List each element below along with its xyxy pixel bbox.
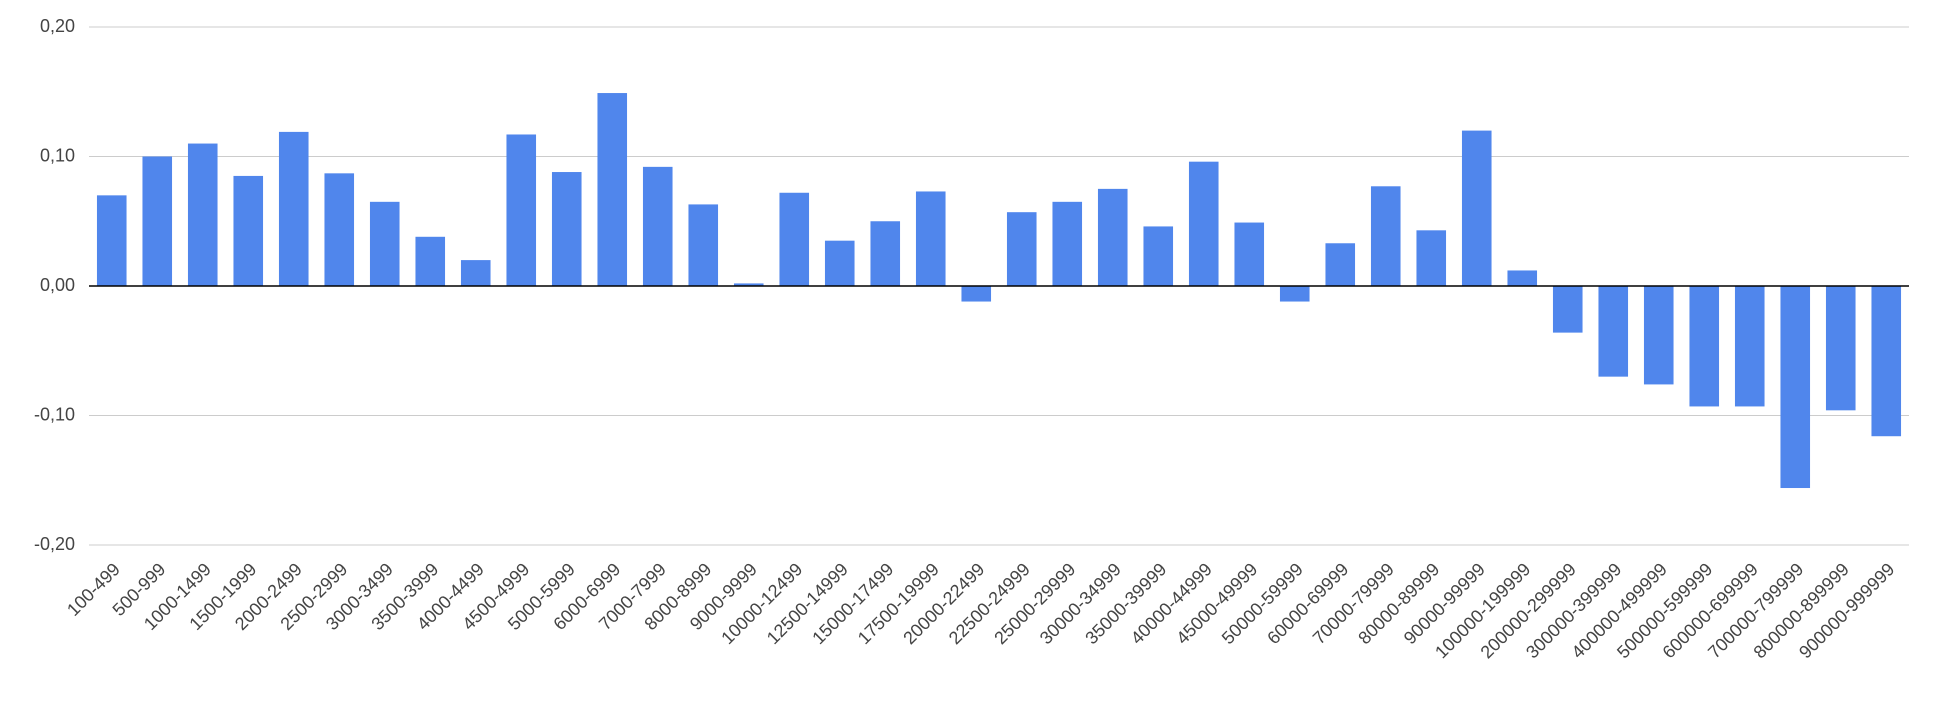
bar — [506, 134, 537, 286]
bar — [1643, 286, 1674, 385]
bar — [961, 286, 992, 302]
bar — [870, 221, 901, 286]
bar — [1780, 286, 1811, 489]
bar — [915, 191, 946, 286]
bar — [551, 172, 582, 286]
bar — [597, 93, 628, 286]
bar — [278, 131, 309, 286]
bar — [779, 192, 810, 286]
bar — [1097, 188, 1128, 286]
bar — [1052, 201, 1083, 286]
bar — [1871, 286, 1902, 437]
bar — [642, 166, 673, 286]
bar — [1279, 286, 1310, 302]
bar — [96, 195, 127, 286]
y-tick-label: -0,10 — [34, 404, 75, 424]
bar — [415, 236, 446, 286]
y-tick-label: 0,00 — [40, 275, 75, 295]
bar — [1188, 161, 1219, 286]
bar — [460, 260, 491, 286]
bar — [1461, 130, 1492, 286]
bar — [1234, 222, 1265, 286]
y-tick-label: 0,20 — [40, 16, 75, 36]
y-tick-label: 0,10 — [40, 145, 75, 165]
bar — [1598, 286, 1629, 377]
bar — [1325, 243, 1356, 286]
bar — [1143, 226, 1174, 286]
bar — [688, 204, 719, 286]
bar — [1006, 212, 1037, 286]
bar — [1689, 286, 1720, 407]
bar — [324, 173, 355, 286]
bar — [1825, 286, 1856, 411]
bar — [824, 240, 855, 286]
bar — [1416, 230, 1447, 286]
bar — [142, 156, 173, 286]
bar — [1734, 286, 1765, 407]
y-tick-label: -0,20 — [34, 534, 75, 554]
bar — [369, 201, 400, 286]
bar — [1552, 286, 1583, 333]
bar — [1507, 270, 1538, 286]
bar — [187, 143, 218, 286]
bar — [1370, 186, 1401, 286]
bar — [733, 283, 764, 286]
bar — [233, 175, 264, 286]
